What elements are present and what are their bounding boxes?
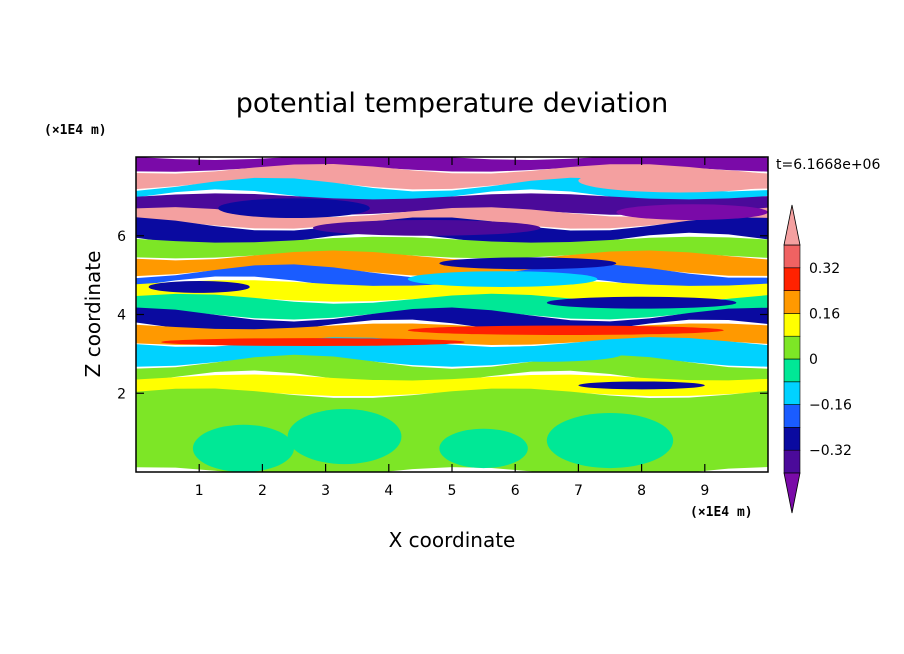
y-axis-label: Z coordinate <box>81 251 105 378</box>
field-feature <box>578 381 705 390</box>
field-feature <box>439 257 617 270</box>
y-tick-label: 4 <box>117 308 126 324</box>
x-tick-label: 9 <box>700 483 709 499</box>
contour-field <box>136 157 768 472</box>
colorbar: 0.32 0.16 0 −0.16 −0.32 <box>783 204 852 514</box>
field-feature <box>161 338 465 346</box>
field-feature <box>407 325 724 335</box>
field-feature <box>578 168 768 193</box>
y-axis-unit: (×1E4 m) <box>44 123 107 138</box>
field-band <box>136 264 768 290</box>
field-band <box>136 374 768 397</box>
colorbar-segment <box>783 267 801 291</box>
x-tick-label: 4 <box>384 483 393 499</box>
field-feature <box>218 198 370 219</box>
colorbar-segment <box>783 290 801 314</box>
field-feature <box>407 271 598 287</box>
colorbar-segment <box>783 313 801 337</box>
colorbar-segment <box>783 427 801 451</box>
colorbar-segment <box>783 358 801 383</box>
x-tick-label: 5 <box>448 483 457 499</box>
field-feature <box>470 346 623 362</box>
y-tick-label: 2 <box>117 386 126 402</box>
colorbar-segment <box>783 381 801 405</box>
field-band <box>136 354 768 385</box>
y-axis: 2 4 6 <box>117 229 768 402</box>
field-feature <box>192 424 294 472</box>
field-feature <box>439 428 528 469</box>
colorbar-segment <box>783 404 801 428</box>
x-tick-label: 6 <box>511 483 520 499</box>
x-tick-label: 7 <box>574 483 583 499</box>
field-feature <box>148 281 250 293</box>
field-feature <box>312 220 541 236</box>
colorbar-segment <box>783 244 801 269</box>
colorbar-under-triangle <box>783 472 801 514</box>
colorbar-label: −0.32 <box>809 443 852 459</box>
x-tick-label: 2 <box>258 483 267 499</box>
field-feature <box>546 412 674 469</box>
chart-title: potential temperature deviation <box>236 88 668 119</box>
colorbar-label: 0.32 <box>809 261 840 277</box>
x-axis: 1 2 3 4 5 6 7 8 9 <box>195 157 709 499</box>
field-band <box>136 280 768 302</box>
field-band <box>136 164 768 190</box>
x-tick-label: 8 <box>637 483 646 499</box>
colorbar-over-triangle <box>783 204 801 246</box>
colorbar-segment <box>783 449 801 474</box>
field-feature <box>616 204 768 220</box>
field-feature <box>287 409 402 465</box>
x-tick-label: 3 <box>321 483 330 499</box>
x-axis-label: X coordinate <box>389 528 516 552</box>
x-tick-label: 1 <box>195 483 204 499</box>
field-feature <box>546 296 737 309</box>
colorbar-label: 0.16 <box>809 306 840 322</box>
field-band <box>136 293 768 320</box>
x-axis-unit: (×1E4 m) <box>690 505 753 520</box>
time-label: t=6.1668e+06 <box>776 157 880 173</box>
colorbar-label: 0 <box>809 352 818 368</box>
colorbar-segment <box>783 335 801 360</box>
colorbar-label: −0.16 <box>809 398 852 414</box>
y-tick-label: 6 <box>117 229 126 245</box>
